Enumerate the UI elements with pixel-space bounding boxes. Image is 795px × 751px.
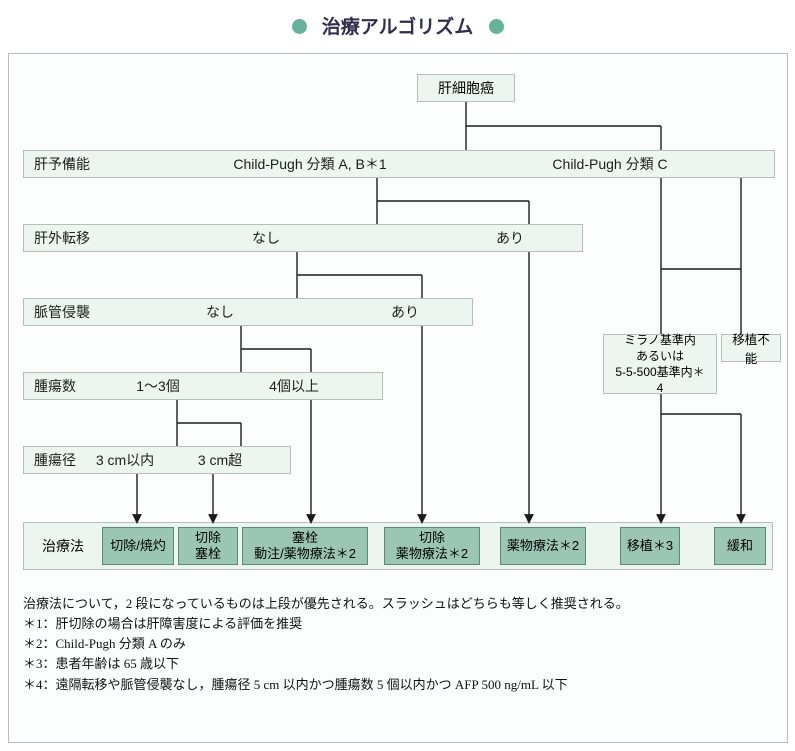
row-label: 腫瘍径 — [34, 447, 76, 473]
row-label: 肝予備能 — [34, 151, 90, 177]
treatment-palliative: 緩和 — [714, 527, 766, 565]
treatment-transplant: 移植＊3 — [620, 527, 680, 565]
row-option: なし — [206, 299, 234, 325]
treatment-embo_inject: 塞栓 動注/薬物療法＊2 — [242, 527, 368, 565]
row-label: 腫瘍数 — [34, 373, 76, 399]
row-extrahepatic: 肝外転移 なし あり — [23, 224, 583, 252]
milan-criteria-box: ミラノ基準内 あるいは 5-5-500基準内＊4 — [603, 334, 717, 394]
treatment-drug: 薬物療法＊2 — [500, 527, 586, 565]
row-option: なし — [252, 225, 280, 251]
root-label: 肝細胞癌 — [438, 78, 494, 98]
bullet-icon — [489, 19, 504, 34]
no-transplant-label: 移植不能 — [730, 329, 772, 367]
row-option: 4個以上 — [269, 373, 319, 399]
row-option: あり — [496, 225, 524, 251]
row-vascular: 脈管侵襲 なし あり — [23, 298, 473, 326]
footnote-line: 治療法について，2 段になっているものは上段が優先される。スラッシュはどちらも等… — [23, 594, 773, 614]
footnote-line: ＊4：遠隔転移や脈管侵襲なし，腫瘍径 5 cm 以内かつ腫瘍数 5 個以内かつ … — [23, 675, 773, 695]
row-label: 脈管侵襲 — [34, 299, 90, 325]
bullet-icon — [292, 19, 307, 34]
row-liver-reserve: 肝予備能 Child-Pugh 分類 A, B＊1 Child-Pugh 分類 … — [23, 150, 775, 178]
milan-label: ミラノ基準内 あるいは 5-5-500基準内＊4 — [612, 332, 708, 397]
treatment-row: 治療法 切除/焼灼切除 塞栓塞栓 動注/薬物療法＊2 切除 薬物療法＊2 薬物療法＊… — [23, 522, 773, 570]
row-option: あり — [391, 299, 419, 325]
root-node: 肝細胞癌 — [417, 74, 515, 102]
row-option: Child-Pugh 分類 C — [552, 151, 667, 177]
page-title: 治療アルゴリズム — [8, 12, 787, 39]
algorithm-panel: 肝細胞癌 肝予備能 Child-Pugh 分類 A, B＊1 Child-Pug… — [8, 53, 788, 743]
row-option: 3 cm超 — [198, 447, 242, 473]
row-label: 肝外転移 — [34, 225, 90, 251]
no-transplant-box: 移植不能 — [721, 334, 781, 362]
row-option: 1〜3個 — [136, 373, 180, 399]
treatment-row-label: 治療法 — [24, 523, 102, 569]
footnotes: 治療法について，2 段になっているものは上段が優先される。スラッシュはどちらも等… — [23, 594, 773, 695]
row-tumor-count: 腫瘍数 1〜3個 4個以上 — [23, 372, 383, 400]
treatment-resect_ablate: 切除/焼灼 — [102, 527, 174, 565]
footnote-line: ＊1：肝切除の場合は肝障害度による評価を推奨 — [23, 614, 773, 634]
treatment-resect_drug: 切除 薬物療法＊2 — [384, 527, 480, 565]
footnote-line: ＊2：Child-Pugh 分類 A のみ — [23, 634, 773, 654]
title-text: 治療アルゴリズム — [322, 17, 473, 38]
footnote-line: ＊3：患者年齢は 65 歳以下 — [23, 654, 773, 674]
row-option: Child-Pugh 分類 A, B＊1 — [233, 151, 386, 177]
treatment-resect_embo: 切除 塞栓 — [178, 527, 238, 565]
row-tumor-size: 腫瘍径 3 cm以内 3 cm超 — [23, 446, 291, 474]
row-option: 3 cm以内 — [96, 447, 154, 473]
